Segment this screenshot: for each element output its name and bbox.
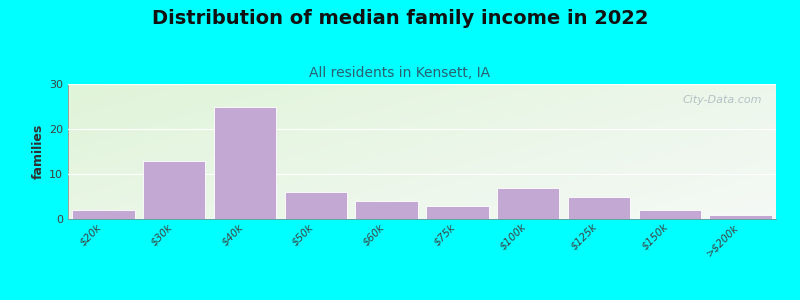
Bar [143,160,206,219]
Bar [426,206,489,219]
Bar [568,196,630,219]
Bar [214,106,276,219]
Text: All residents in Kensett, IA: All residents in Kensett, IA [310,66,490,80]
Y-axis label: families: families [32,124,45,179]
Bar [72,210,134,219]
Bar [710,214,772,219]
Text: Distribution of median family income in 2022: Distribution of median family income in … [152,9,648,28]
Bar [355,201,418,219]
Bar [638,210,701,219]
Bar [285,192,347,219]
Text: City-Data.com: City-Data.com [682,95,762,105]
Bar [497,188,559,219]
